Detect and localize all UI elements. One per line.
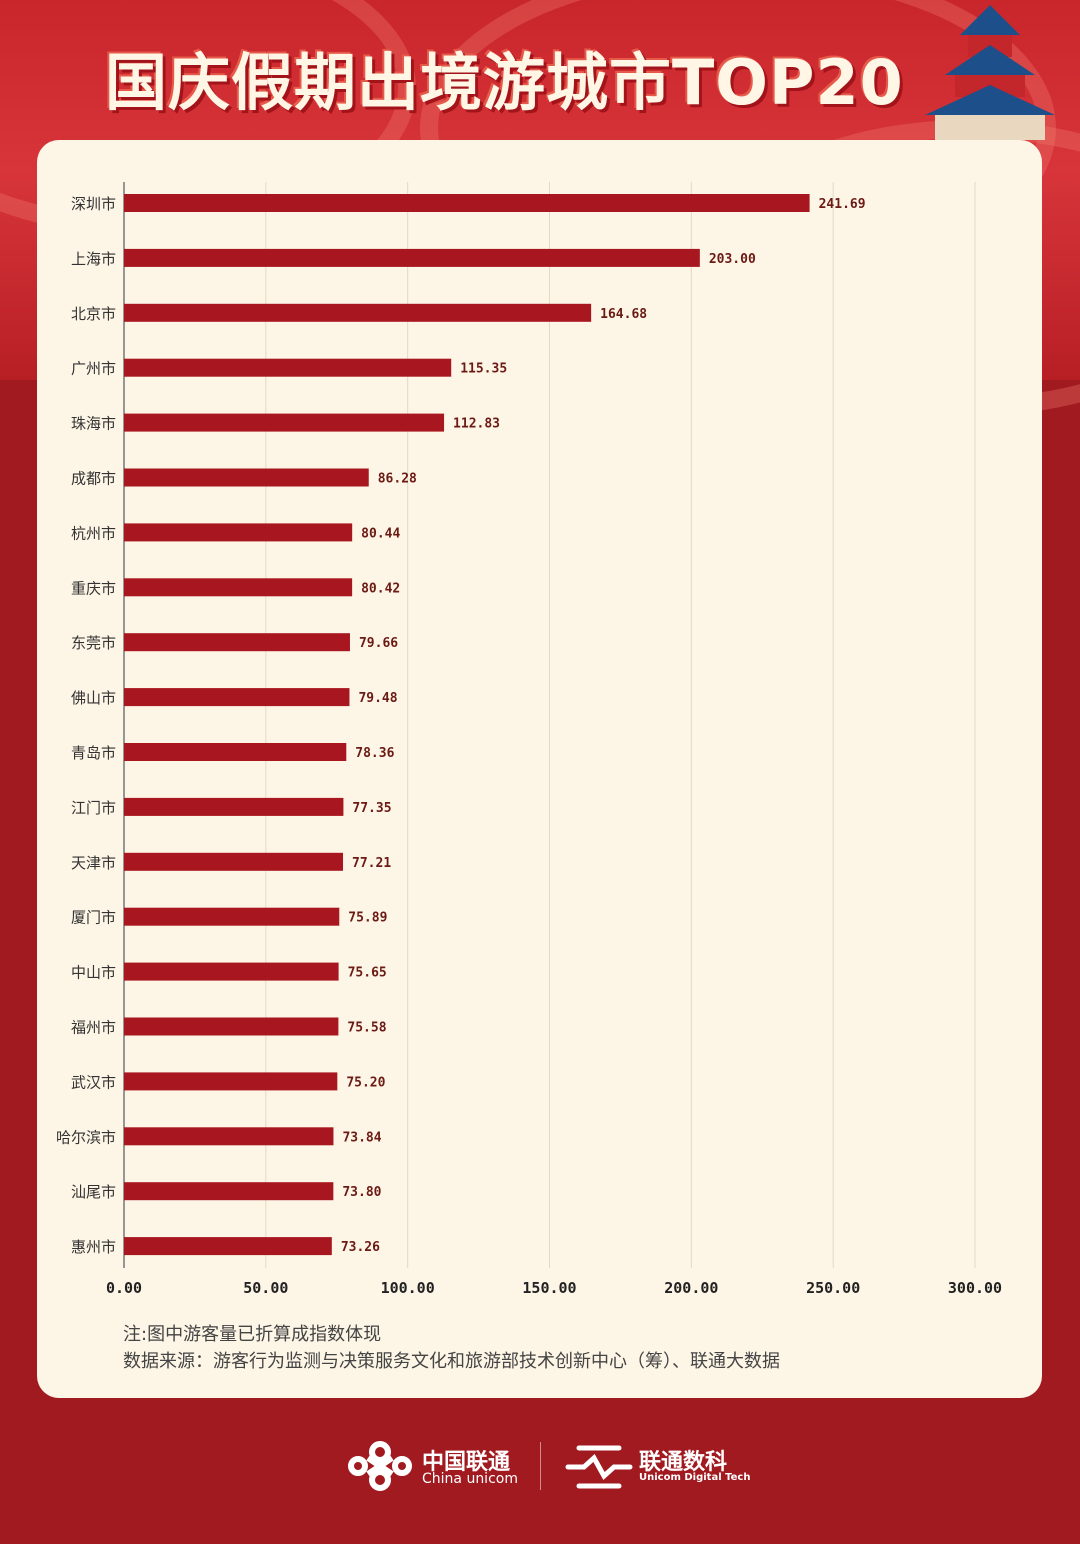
category-label: 厦门市: [71, 909, 116, 927]
data-label: 241.69: [819, 197, 866, 212]
bar: [124, 303, 592, 322]
data-label: 115.35: [460, 362, 507, 377]
x-tick-label: 250.00: [806, 1279, 860, 1297]
temple-icon: [925, 5, 1055, 140]
footer: 中国联通 China unicom 联通数科 Unicom Digital Te…: [0, 1430, 1080, 1510]
category-label: 天津市: [71, 854, 116, 872]
bar: [124, 413, 445, 432]
data-label: 73.26: [341, 1240, 380, 1255]
data-label: 80.42: [361, 581, 400, 596]
data-label: 112.83: [453, 417, 500, 432]
data-label: 75.20: [346, 1075, 385, 1090]
x-tick-label: 50.00: [243, 1279, 288, 1297]
category-label: 青岛市: [71, 744, 116, 762]
bar: [124, 688, 350, 707]
china-unicom-logo-icon: [348, 1441, 412, 1491]
unicom-digital-tech-en: Unicom Digital Tech: [639, 1472, 751, 1483]
bar: [124, 852, 344, 871]
category-label: 汕尾市: [71, 1183, 116, 1201]
x-tick-label: 200.00: [664, 1279, 718, 1297]
bar: [124, 907, 340, 926]
data-label: 75.89: [348, 911, 387, 926]
category-label: 中山市: [71, 964, 116, 982]
data-label: 73.84: [342, 1130, 381, 1145]
note-text: 注:图中游客量已折算成指数体现: [123, 1324, 382, 1345]
unicom-digital-tech-cn: 联通数科: [639, 1450, 728, 1475]
category-label: 江门市: [71, 799, 116, 817]
bar: [124, 1127, 334, 1146]
source-text: 数据来源：游客行为监测与决策服务文化和旅游部技术创新中心（筹）、联通大数据: [123, 1351, 780, 1372]
category-label: 东莞市: [71, 634, 116, 652]
x-tick-label: 0.00: [106, 1279, 142, 1297]
unicom-digital-tech-logo-icon: [565, 1445, 633, 1489]
data-label: 77.35: [352, 801, 391, 816]
category-label: 哈尔滨市: [56, 1128, 116, 1146]
data-label: 80.44: [361, 526, 400, 541]
page-title: 国庆假期出境游城市TOP20: [105, 46, 904, 119]
category-label: 北京市: [71, 305, 116, 323]
bar: [124, 248, 700, 267]
data-label: 75.65: [348, 966, 387, 981]
category-label: 福州市: [71, 1019, 116, 1037]
bar: [124, 358, 452, 377]
bar: [124, 962, 339, 981]
data-label: 164.68: [600, 307, 647, 322]
x-tick-label: 150.00: [522, 1279, 576, 1297]
data-label: 73.80: [342, 1185, 381, 1200]
data-label: 203.00: [709, 252, 756, 267]
china-unicom-en: China unicom: [422, 1471, 518, 1487]
china-unicom-cn: 中国联通: [422, 1450, 511, 1475]
bar-chart: 0.00 50.00 100.00 150.00 200.00 250.00 300.00 深…: [56, 182, 1002, 1297]
category-label: 佛山市: [71, 689, 116, 707]
bar: [124, 194, 810, 212]
category-label: 深圳市: [71, 195, 116, 213]
data-label: 79.48: [358, 691, 397, 706]
bar: [124, 1182, 334, 1201]
x-tick-label: 300.00: [948, 1279, 1002, 1297]
data-label: 78.36: [355, 746, 394, 761]
category-label: 杭州市: [71, 524, 116, 542]
bar: [124, 578, 353, 597]
category-label: 广州市: [71, 360, 116, 378]
x-tick-label: 100.00: [381, 1279, 435, 1297]
bar: [124, 1017, 339, 1036]
divider: [540, 1442, 541, 1490]
category-label: 成都市: [71, 470, 116, 488]
category-label: 重庆市: [71, 579, 116, 597]
bar: [124, 1072, 338, 1091]
bar: [124, 1237, 332, 1256]
category-label: 上海市: [71, 250, 116, 268]
data-label: 86.28: [378, 472, 417, 487]
bar: [124, 633, 350, 652]
data-label: 77.21: [352, 856, 391, 871]
data-label: 75.58: [347, 1021, 386, 1036]
bar: [124, 743, 347, 761]
bar: [124, 523, 353, 542]
category-label: 惠州市: [71, 1238, 116, 1256]
category-label: 武汉市: [71, 1073, 116, 1091]
data-label: 79.66: [359, 636, 398, 651]
category-label: 珠海市: [71, 415, 116, 433]
bar: [124, 797, 344, 816]
bar: [124, 468, 369, 487]
